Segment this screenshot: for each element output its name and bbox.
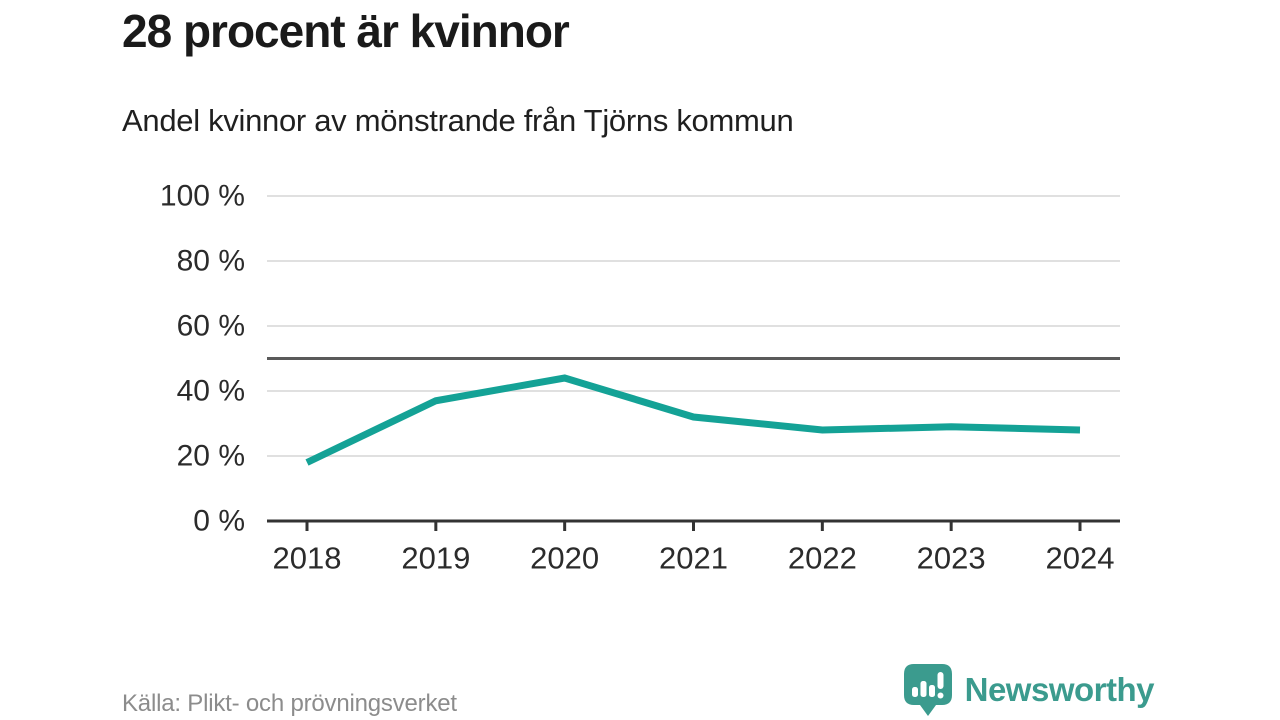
x-tick-label: 2019 bbox=[401, 541, 470, 576]
chart-subtitle: Andel kvinnor av mönstrande från Tjörns … bbox=[122, 103, 794, 138]
x-tick-label: 2021 bbox=[659, 541, 728, 576]
x-tick-label: 2018 bbox=[273, 541, 342, 576]
y-tick-label: 40 % bbox=[177, 375, 245, 408]
newsworthy-wordmark: Newsworthy bbox=[964, 671, 1155, 708]
bar-glyph-3 bbox=[928, 685, 935, 697]
bar-glyph-1 bbox=[911, 687, 918, 697]
x-tick-label: 2022 bbox=[788, 541, 857, 576]
newsworthy-icon bbox=[903, 664, 952, 716]
y-tick-label: 100 % bbox=[160, 180, 245, 213]
x-tick-label: 2020 bbox=[530, 541, 599, 576]
chart-title: 28 procent är kvinnor bbox=[122, 5, 570, 57]
newsworthy-logo: Newsworthy bbox=[903, 662, 1155, 718]
line-chart: 0 % 20 % 40 % 60 % 80 % 100 % 2018 2019 2020 2021… bbox=[160, 180, 1120, 576]
y-tick-label: 80 % bbox=[177, 245, 245, 278]
y-tick-label: 0 % bbox=[193, 505, 245, 538]
bar-glyph-2 bbox=[920, 681, 927, 697]
data-line-Andel kvinnor av mönstrande bbox=[305, 374, 1081, 466]
y-tick-label: 60 % bbox=[177, 310, 245, 343]
x-tick-label: 2024 bbox=[1046, 541, 1115, 576]
exclamation-bar-glyph bbox=[937, 672, 944, 689]
source-note: Källa: Plikt- och prövningsverket bbox=[122, 690, 457, 717]
x-tick-label: 2023 bbox=[917, 541, 986, 576]
speech-bubble-shape bbox=[903, 664, 952, 716]
y-tick-label: 20 % bbox=[177, 440, 245, 473]
exclamation-dot-glyph bbox=[937, 692, 944, 699]
